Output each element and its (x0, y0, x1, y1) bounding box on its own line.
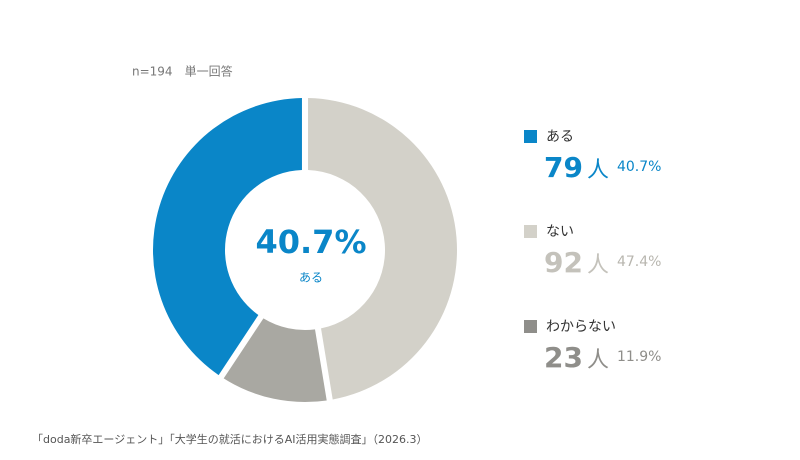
note: n=194 単一回答 (132, 64, 233, 79)
legend-swatch (524, 320, 537, 333)
percent-label: 47.4% (617, 254, 661, 270)
legend-swatch (524, 225, 537, 238)
donut-slice (153, 98, 302, 376)
count-unit: 人 (587, 158, 609, 183)
percent-label: 11.9% (617, 349, 661, 365)
legend-swatch (524, 130, 537, 143)
donut-slice (223, 318, 327, 402)
count-unit: 人 (587, 253, 609, 278)
count: 23 (544, 341, 583, 374)
count: 79 (544, 151, 583, 184)
legend-label: ない (546, 224, 574, 240)
count: 92 (544, 246, 583, 279)
center-value: 40.7% (255, 223, 366, 261)
center-label: ある (299, 271, 323, 285)
percent-label: 40.7% (617, 159, 661, 175)
count-unit: 人 (587, 348, 609, 373)
donut-slice (308, 98, 457, 400)
legend-label: ある (546, 129, 574, 145)
source: 「doda新卒エージェント」「大学生の就活におけるAI活用実態調査」（2026.… (32, 432, 427, 446)
legend-label: わからない (546, 319, 616, 335)
